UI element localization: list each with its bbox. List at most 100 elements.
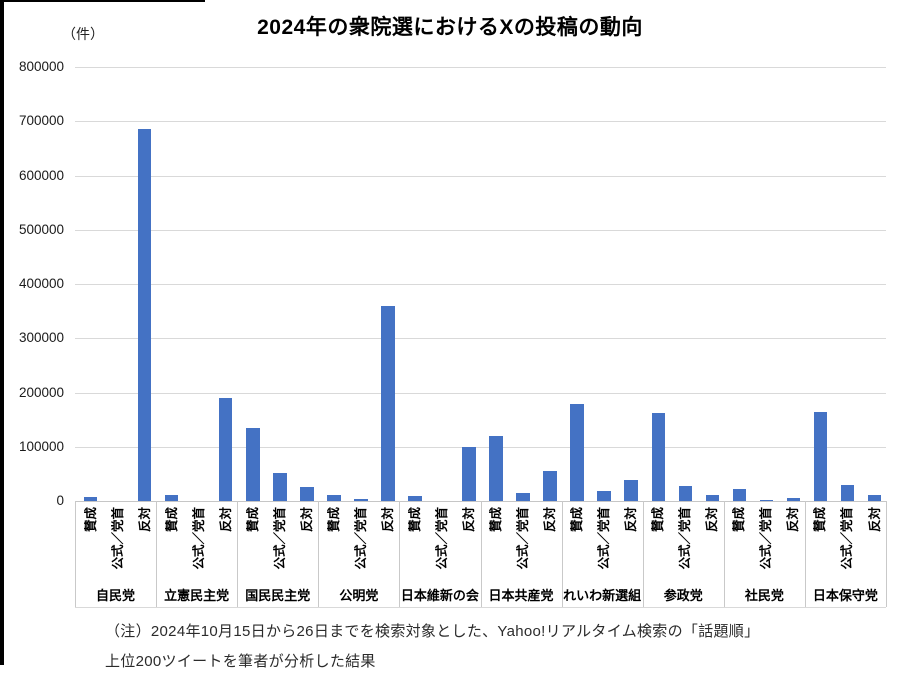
category-divider bbox=[237, 501, 239, 607]
x-axis-sub-label: 賛成 bbox=[732, 507, 747, 533]
category-divider bbox=[561, 501, 563, 607]
y-axis-tick-label: 300000 bbox=[18, 330, 64, 346]
x-axis-sub-label: 公式／党首 bbox=[678, 507, 693, 570]
bar-社民党-賛成 bbox=[732, 488, 747, 501]
x-axis-sub-label: 賛成 bbox=[570, 507, 585, 533]
x-axis-sub-label: 公式／党首 bbox=[759, 507, 774, 570]
x-axis-sub-label: 賛成 bbox=[651, 507, 666, 533]
category-divider bbox=[723, 501, 725, 607]
x-axis-category-label: 日本共産党 bbox=[488, 588, 554, 603]
gridline bbox=[75, 121, 886, 123]
bar-参政党-公式／党首 bbox=[678, 486, 692, 501]
bar-日本共産党-公式／党首 bbox=[516, 492, 530, 501]
gridline bbox=[75, 67, 886, 68]
gridline bbox=[75, 284, 886, 285]
y-axis-tick-label: 500000 bbox=[18, 221, 64, 237]
x-axis-sub-label: 反対 bbox=[624, 507, 639, 533]
bar-自民党-反対 bbox=[137, 129, 152, 501]
y-axis-tick-label: 100000 bbox=[18, 438, 64, 454]
footnote-line-1: （注）2024年10月15日から26日までを検索対象とした、Yahoo!リアルタ… bbox=[105, 623, 760, 640]
x-axis-sub-label: 反対 bbox=[705, 507, 720, 533]
y-axis-tick-label: 600000 bbox=[18, 167, 64, 183]
window-edge-top bbox=[0, 0, 205, 2]
bar-日本共産党-反対 bbox=[543, 471, 557, 501]
bar-参政党-賛成 bbox=[651, 412, 665, 501]
x-axis-sub-label: 賛成 bbox=[326, 507, 341, 533]
bar-公明党-公式／党首 bbox=[354, 499, 368, 501]
x-axis-sub-label: 賛成 bbox=[407, 507, 422, 533]
bar-日本共産党-賛成 bbox=[489, 436, 503, 501]
y-axis-tick-label: 800000 bbox=[18, 59, 64, 74]
gridline bbox=[75, 446, 886, 448]
x-axis-sub-label: 反対 bbox=[380, 507, 395, 533]
bar-日本保守党-公式／党首 bbox=[840, 484, 855, 501]
bar-参政党-反対 bbox=[705, 494, 719, 501]
category-divider bbox=[480, 501, 482, 607]
x-axis-sub-label: 公式／党首 bbox=[110, 507, 125, 570]
bar-国民民主党-公式／党首 bbox=[273, 472, 287, 501]
bar-国民民主党-反対 bbox=[300, 486, 314, 501]
x-axis-sub-label: 反対 bbox=[462, 507, 476, 533]
category-divider bbox=[156, 501, 158, 607]
x-axis-sub-label: 賛成 bbox=[83, 507, 98, 533]
x-axis-category-label: 社民党 bbox=[744, 588, 784, 603]
x-axis-sub-label: 公式／党首 bbox=[434, 507, 449, 570]
x-axis-sub-label: 公式／党首 bbox=[516, 507, 530, 570]
x-axis-sub-label: 賛成 bbox=[489, 507, 503, 533]
bar-自民党-賛成 bbox=[83, 496, 98, 501]
bar-立憲民主党-賛成 bbox=[164, 494, 179, 501]
y-axis-unit-label: （件） bbox=[62, 26, 104, 42]
x-axis-sub-label: 公式／党首 bbox=[191, 507, 206, 570]
bar-日本保守党-賛成 bbox=[813, 411, 828, 501]
category-divider bbox=[642, 501, 644, 607]
x-axis-sub-label: 反対 bbox=[867, 507, 882, 533]
x-axis-sub-label: 反対 bbox=[786, 507, 801, 533]
bar-日本保守党-反対 bbox=[867, 495, 882, 501]
bar-れいわ新選組-賛成 bbox=[570, 404, 584, 501]
category-divider bbox=[804, 501, 806, 607]
gridline bbox=[75, 392, 886, 394]
x-axis-sub-label: 賛成 bbox=[813, 507, 828, 533]
gridline bbox=[75, 229, 886, 231]
x-axis-category-label: 参政党 bbox=[663, 588, 703, 603]
chart-title: 2024年の衆院選におけるXの投稿の動向 bbox=[257, 16, 643, 39]
x-axis-sub-label: 反対 bbox=[299, 507, 314, 533]
x-axis-sub-label: 公式／党首 bbox=[840, 507, 855, 570]
x-axis-sub-label: 公式／党首 bbox=[272, 507, 287, 570]
bar-立憲民主党-反対 bbox=[218, 397, 233, 501]
bar-社民党-反対 bbox=[786, 497, 801, 501]
x-axis-category-label: 自民党 bbox=[96, 588, 136, 603]
x-axis-sub-label: 賛成 bbox=[164, 507, 179, 533]
bar-日本維新の会-反対 bbox=[462, 446, 476, 502]
footnote-line-2: 上位200ツイートを筆者が分析した結果 bbox=[105, 653, 376, 670]
x-axis-category-label: 国民民主党 bbox=[245, 588, 311, 603]
window-edge-left bbox=[0, 0, 4, 665]
category-divider bbox=[886, 501, 887, 607]
y-axis-tick-label: 200000 bbox=[18, 384, 64, 400]
gridline bbox=[75, 338, 886, 340]
x-axis-sub-label: 賛成 bbox=[245, 507, 260, 533]
bar-日本維新の会-賛成 bbox=[408, 495, 422, 501]
x-axis-category-label: れいわ新選組 bbox=[563, 588, 642, 603]
x-axis-sub-label: 反対 bbox=[543, 507, 558, 533]
bar-公明党-反対 bbox=[381, 305, 395, 501]
x-axis-sub-label: 反対 bbox=[137, 507, 152, 533]
category-divider bbox=[75, 501, 76, 607]
y-axis-tick-label: 0 bbox=[56, 493, 64, 508]
bar-国民民主党-賛成 bbox=[246, 427, 260, 501]
bar-れいわ新選組-反対 bbox=[624, 480, 638, 501]
y-axis-tick-label: 400000 bbox=[18, 276, 64, 291]
x-axis-category-label: 立憲民主党 bbox=[164, 588, 230, 603]
x-axis-category-label: 日本維新の会 bbox=[400, 588, 479, 603]
category-divider bbox=[318, 501, 320, 607]
bar-公明党-賛成 bbox=[327, 494, 341, 501]
bar-社民党-公式／党首 bbox=[759, 499, 774, 501]
y-axis-tick-label: 700000 bbox=[18, 113, 64, 129]
x-axis-category-label: 公明党 bbox=[339, 588, 379, 603]
x-axis-category-label: 日本保守党 bbox=[812, 588, 878, 603]
x-axis-sub-label: 反対 bbox=[218, 507, 233, 533]
category-divider bbox=[399, 501, 401, 607]
gridline bbox=[75, 175, 886, 177]
bar-れいわ新選組-公式／党首 bbox=[597, 491, 611, 501]
